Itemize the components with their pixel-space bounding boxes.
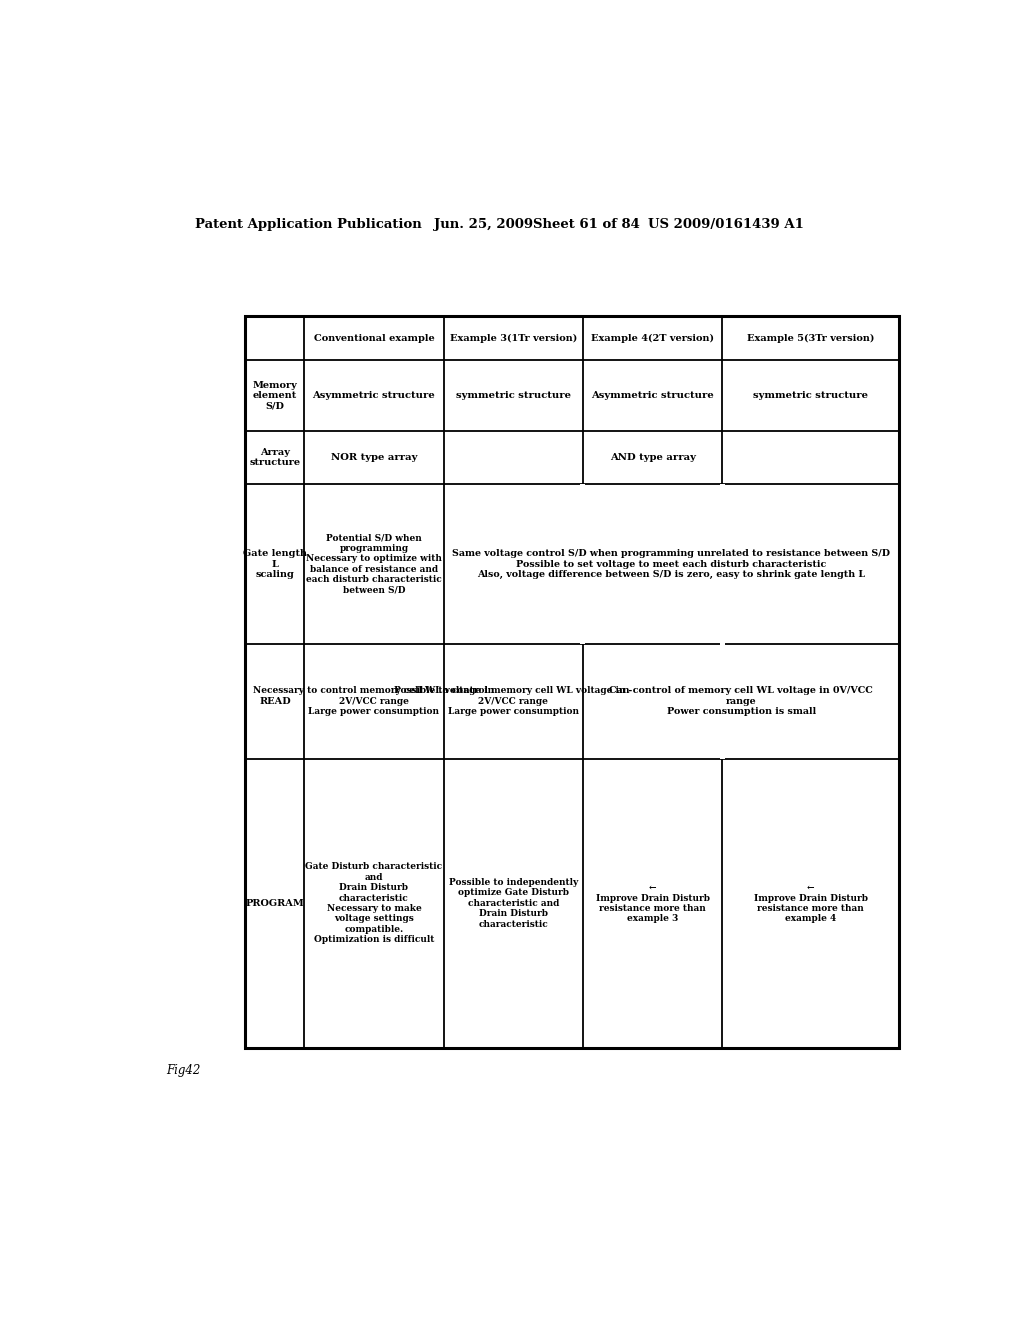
Bar: [720, 484, 725, 644]
Text: Possible to independently
optimize Gate Disturb
characteristic and
Drain Disturb: Possible to independently optimize Gate …: [449, 878, 578, 928]
Text: Patent Application Publication: Patent Application Publication: [196, 218, 422, 231]
Text: ←
Improve Drain Disturb
resistance more than
example 3: ← Improve Drain Disturb resistance more …: [596, 883, 710, 924]
Text: Same voltage control S/D when programming unrelated to resistance between S/D
Po: Same voltage control S/D when programmin…: [453, 549, 891, 579]
Bar: [720, 644, 725, 759]
Text: ←
Improve Drain Disturb
resistance more than
example 4: ← Improve Drain Disturb resistance more …: [754, 883, 867, 924]
Text: NOR type array: NOR type array: [331, 453, 417, 462]
Text: Asymmetric structure: Asymmetric structure: [591, 391, 714, 400]
Bar: [246, 315, 899, 1048]
Text: Gate Disturb characteristic
and
Drain Disturb
characteristic
Necessary to make
v: Gate Disturb characteristic and Drain Di…: [305, 862, 442, 944]
Text: Potential S/D when
programming
Necessary to optimize with
balance of resistance : Potential S/D when programming Necessary…: [306, 533, 442, 594]
Text: Example 5(3Tr version): Example 5(3Tr version): [748, 334, 874, 343]
Text: Memory
element
S/D: Memory element S/D: [253, 380, 297, 411]
Text: symmetric structure: symmetric structure: [456, 391, 570, 400]
Text: Example 4(2T version): Example 4(2T version): [591, 334, 714, 343]
Text: Gate length
L
scaling: Gate length L scaling: [243, 549, 307, 579]
Text: Can control of memory cell WL voltage in 0V/VCC
range
Power consumption is small: Can control of memory cell WL voltage in…: [609, 686, 873, 717]
Text: Jun. 25, 2009: Jun. 25, 2009: [433, 218, 532, 231]
Text: Fig42: Fig42: [166, 1064, 201, 1077]
Text: Necessary to control memory cell WL voltage in
2V/VCC range
Large power consumpt: Necessary to control memory cell WL volt…: [253, 686, 495, 717]
Text: Asymmetric structure: Asymmetric structure: [312, 391, 435, 400]
Text: Sheet 61 of 84: Sheet 61 of 84: [532, 218, 640, 231]
Text: AND type array: AND type array: [609, 453, 695, 462]
Text: Conventional example: Conventional example: [313, 334, 434, 343]
Text: Array
structure: Array structure: [249, 447, 300, 467]
Text: Possible to control memory cell WL voltage in -
2V/VCC range
Large power consump: Possible to control memory cell WL volta…: [394, 686, 633, 717]
Text: symmetric structure: symmetric structure: [754, 391, 868, 400]
Text: PROGRAM: PROGRAM: [246, 899, 304, 908]
Text: US 2009/0161439 A1: US 2009/0161439 A1: [648, 218, 804, 231]
Bar: [581, 484, 586, 644]
Text: READ: READ: [259, 697, 291, 706]
Text: Example 3(1Tr version): Example 3(1Tr version): [450, 334, 577, 343]
